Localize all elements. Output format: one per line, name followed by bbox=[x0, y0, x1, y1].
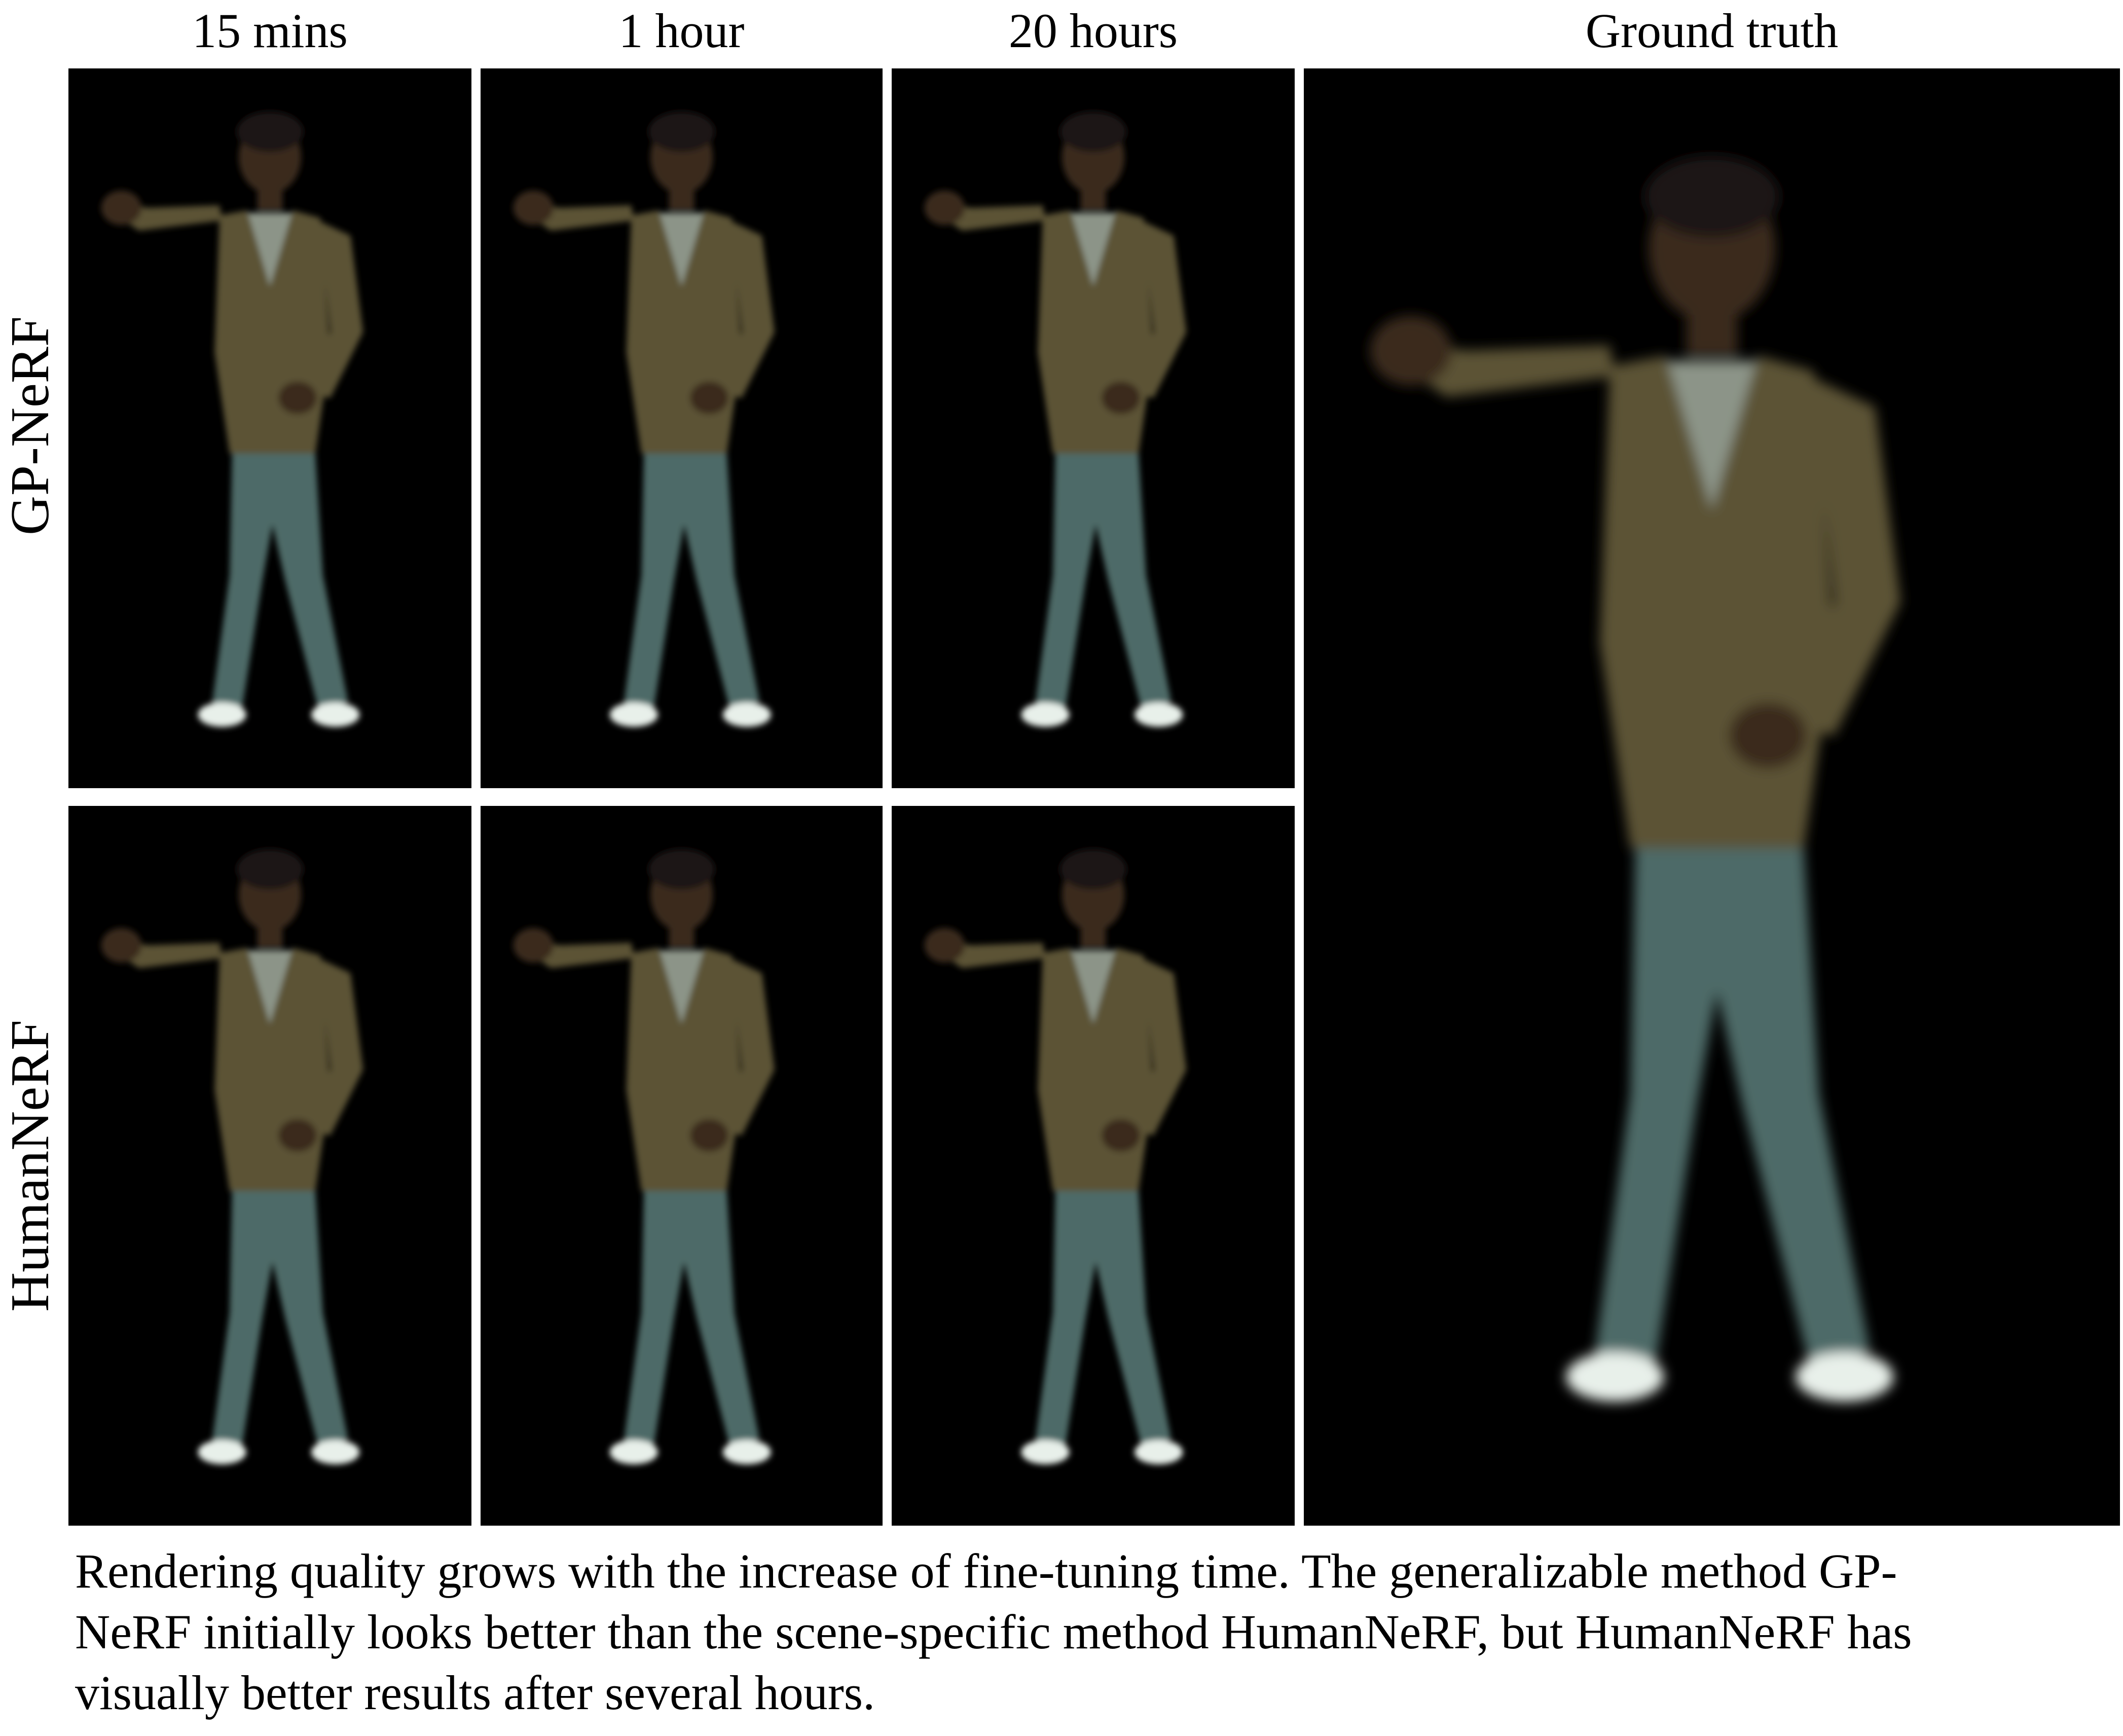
row-label-humannerf-text: HumanNeRF bbox=[0, 1020, 60, 1312]
panel-gp-nerf-15-mins bbox=[68, 68, 471, 788]
column-header-20-hours: 20 hours bbox=[1008, 3, 1178, 58]
rendered-person-image bbox=[892, 806, 1295, 1526]
rendered-person-image bbox=[481, 68, 883, 788]
column-header-15-mins: 15 mins bbox=[192, 3, 348, 58]
caption-line-3: visually better results after several ho… bbox=[75, 1666, 875, 1720]
ground-truth-person-image bbox=[1304, 68, 2120, 1526]
row-label-humannerf: HumanNeRF bbox=[0, 806, 61, 1526]
panel-humannerf-20-hours bbox=[892, 806, 1295, 1526]
row-label-gp-nerf-text: GP-NeRF bbox=[0, 316, 60, 536]
rendered-person-image bbox=[68, 68, 471, 788]
column-header-ground-truth: Ground truth bbox=[1585, 3, 1839, 58]
panel-gp-nerf-20-hours bbox=[892, 68, 1295, 788]
caption-line-1: Rendering quality grows with the increas… bbox=[75, 1544, 1897, 1598]
figure-caption: Rendering quality grows with the increas… bbox=[75, 1541, 2108, 1723]
rendered-person-image bbox=[481, 806, 883, 1526]
panel-ground-truth bbox=[1304, 68, 2120, 1526]
rendered-person-image bbox=[892, 68, 1295, 788]
row-label-gp-nerf: GP-NeRF bbox=[0, 66, 61, 786]
panel-gp-nerf-1-hour bbox=[481, 68, 883, 788]
column-header-1-hour: 1 hour bbox=[618, 3, 745, 58]
panel-humannerf-15-mins bbox=[68, 806, 471, 1526]
panel-humannerf-1-hour bbox=[481, 806, 883, 1526]
rendered-person-image bbox=[68, 806, 471, 1526]
caption-line-2: NeRF initially looks better than the sce… bbox=[75, 1605, 1912, 1659]
